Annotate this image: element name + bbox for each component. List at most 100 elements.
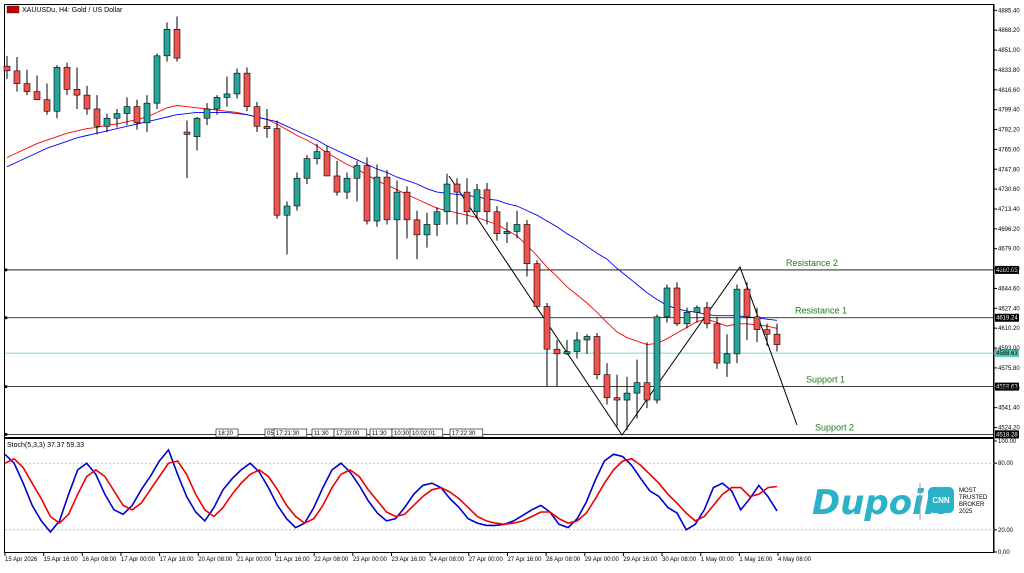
current-price-tag-text: 4588.63 xyxy=(996,351,1018,357)
time-marker-label: 17:20:00 xyxy=(336,431,360,437)
y-tick-label: 4747.80 xyxy=(998,167,1020,173)
y-tick-label: 4541.40 xyxy=(998,406,1020,412)
candle xyxy=(233,68,241,99)
candle xyxy=(173,16,181,62)
candle xyxy=(563,339,571,355)
candle-body-bearish xyxy=(403,191,411,221)
candle xyxy=(143,95,151,133)
candle-body-bearish xyxy=(743,288,751,318)
candle-body-bullish xyxy=(143,102,151,124)
candle xyxy=(293,172,301,211)
candle-body-bullish xyxy=(583,336,591,341)
candle xyxy=(373,164,381,227)
candle-body-bearish xyxy=(13,70,21,84)
candle-body-bearish xyxy=(243,72,251,107)
time-marker-label: 17:22:30 xyxy=(452,431,476,437)
symbol-flag-icon xyxy=(6,5,20,14)
candle xyxy=(423,212,431,248)
candle-body-bullish xyxy=(103,117,111,127)
candle-body-bullish xyxy=(723,353,731,364)
candle-body-bearish xyxy=(273,128,281,216)
candle xyxy=(693,305,701,323)
candle-body-bearish xyxy=(673,287,681,325)
candle xyxy=(413,210,421,260)
stoch-tick-label: 20.00 xyxy=(998,528,1014,534)
x-tick-label: 30 Apr 08:00 xyxy=(662,557,697,563)
x-tick-label: 1 May 00:00 xyxy=(701,557,735,563)
level-price-tag-text: 4660.05 xyxy=(996,268,1018,274)
x-tick-label: 15 Apr 2026 xyxy=(5,557,38,563)
candle-body-bearish xyxy=(63,67,71,90)
level-price-tag xyxy=(995,382,1019,391)
candle xyxy=(163,22,171,62)
time-marker-label: 10:30 xyxy=(394,431,410,437)
level-price-tag xyxy=(995,430,1019,439)
current-price-tag xyxy=(995,349,1019,358)
candle-body-bearish xyxy=(333,175,341,193)
candle xyxy=(473,184,481,219)
moving-average-slow xyxy=(6,111,778,321)
time-marker-label: 10:02:01 xyxy=(412,431,436,437)
candle xyxy=(613,374,621,427)
candle xyxy=(213,95,221,115)
candle-body-bearish xyxy=(383,176,391,221)
badge-text: MOST TRUSTED BROKER 2025 xyxy=(959,488,988,515)
level-label-4: Support 2 xyxy=(815,422,854,432)
candle xyxy=(33,75,41,101)
svg-text:CNN: CNN xyxy=(932,496,950,505)
candle-body-bearish xyxy=(703,307,711,325)
stoch-tick-label: 100.00 xyxy=(998,439,1017,445)
candle-body-bearish xyxy=(553,348,561,355)
candle-body-bearish xyxy=(613,397,621,401)
candle xyxy=(83,85,91,115)
candle-body-bearish xyxy=(463,191,471,213)
candle-body-bullish xyxy=(693,307,701,313)
candle xyxy=(93,95,101,135)
candle xyxy=(583,334,591,354)
candle-body-bullish xyxy=(53,67,61,112)
candle xyxy=(133,99,141,130)
candle-body-bullish xyxy=(163,28,171,57)
candle xyxy=(273,120,281,219)
time-marker-label: 17:21:30 xyxy=(276,431,300,437)
time-marker-box xyxy=(449,428,484,438)
stoch-main-line xyxy=(4,448,778,534)
candle-body-bullish xyxy=(653,316,661,401)
y-tick-label: 4558.60 xyxy=(998,386,1020,392)
x-tick-label: 21 Apr 16:00 xyxy=(276,557,311,563)
candle xyxy=(283,201,291,255)
candle-body-bullish xyxy=(203,108,211,119)
candle xyxy=(643,342,651,409)
candle xyxy=(3,55,11,79)
candle xyxy=(403,186,411,239)
candle-body-bullish xyxy=(153,55,161,104)
candle xyxy=(663,284,671,323)
candle-body-bearish xyxy=(23,83,31,92)
candle-body-bearish xyxy=(523,224,531,265)
candle xyxy=(653,314,661,404)
candle-body-bullish xyxy=(683,311,691,325)
time-marker-box xyxy=(273,428,308,438)
candle-body-bearish xyxy=(643,382,651,401)
candle xyxy=(183,120,191,179)
candle xyxy=(303,155,311,185)
candle xyxy=(773,323,781,352)
candle xyxy=(353,160,361,202)
time-marker-box xyxy=(333,428,368,438)
candle-body-bullish xyxy=(623,392,631,401)
candle-body-bearish xyxy=(493,211,501,235)
candle-body-bearish xyxy=(413,219,421,236)
candle-body-bullish xyxy=(663,287,671,318)
level-anchor xyxy=(4,432,8,436)
candle xyxy=(763,323,771,346)
candle-body-bearish xyxy=(253,106,261,127)
candle-body-bearish xyxy=(263,125,271,129)
candle xyxy=(443,173,451,225)
stoch-title: Stoch(5,3,3) 37.37 59.33 xyxy=(7,442,84,449)
candle xyxy=(363,157,371,225)
x-tick-label: 24 Apr 08:00 xyxy=(430,557,465,563)
candle xyxy=(513,210,521,239)
svg-text:MOST: MOST xyxy=(959,488,977,494)
candle xyxy=(553,339,561,387)
